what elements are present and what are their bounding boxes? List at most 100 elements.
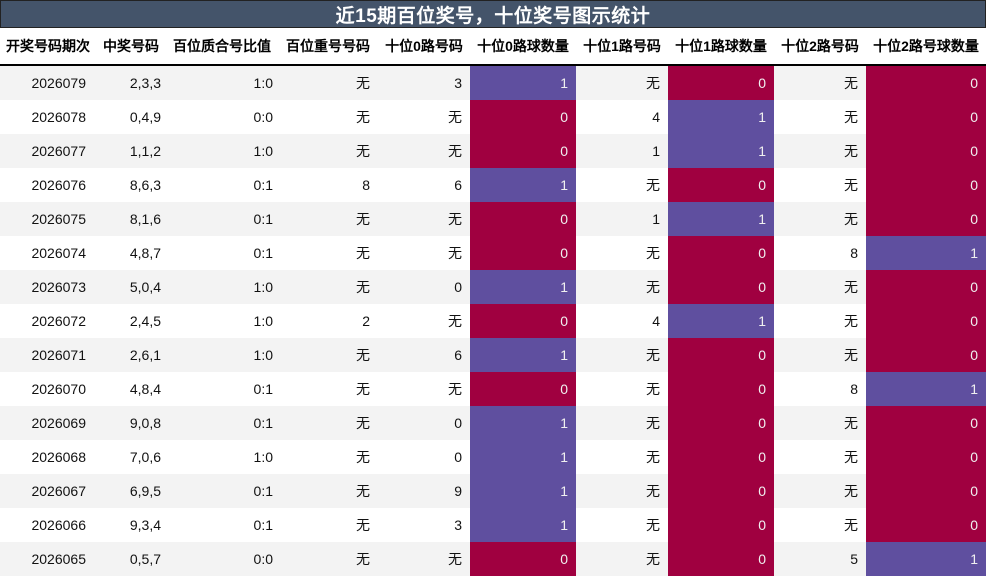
table-cell: 2026067 [0,474,96,508]
table-cell: 5 [774,542,866,576]
column-header: 十位0路球数量 [470,28,576,66]
table-cell: 8 [774,372,866,406]
table-cell: 2026072 [0,304,96,338]
table-cell: 2026070 [0,372,96,406]
count-cell: 0 [668,236,774,270]
table-cell: 无 [278,474,378,508]
count-cell: 0 [470,202,576,236]
count-cell: 0 [668,168,774,202]
column-header: 开奖号码期次 [0,28,96,66]
header-row: 开奖号码期次 中奖号码 百位质合号比值 百位重号号码 十位0路号码 十位0路球数量 十位1路… [0,28,986,66]
count-cell: 0 [866,508,986,542]
table-cell: 无 [774,338,866,372]
column-header: 十位1路球数量 [668,28,774,66]
table-cell: 无 [774,134,866,168]
count-cell: 0 [866,474,986,508]
table-cell: 无 [378,134,470,168]
table-cell: 2 [278,304,378,338]
table-cell: 0:1 [166,168,278,202]
count-cell: 0 [668,65,774,100]
table-cell: 无 [278,508,378,542]
table-cell: 无 [576,542,668,576]
table-cell: 无 [774,168,866,202]
column-header: 中奖号码 [96,28,166,66]
table-cell: 4,8,7 [96,236,166,270]
table-cell: 5,0,4 [96,270,166,304]
table-row: 2026070 4,8,4 0:1 无无 0 无 0 8 1 [0,372,986,406]
count-cell: 1 [470,474,576,508]
table-row: 2026068 7,0,6 1:0 无 0 1 无 0 无 0 [0,440,986,474]
table-cell: 6 [378,338,470,372]
count-cell: 1 [470,270,576,304]
table-cell: 无 [774,202,866,236]
table-row: 2026074 4,8,7 0:1 无无 0 无 0 8 1 [0,236,986,270]
table-cell: 无 [278,100,378,134]
column-header: 百位质合号比值 [166,28,278,66]
count-cell: 1 [470,338,576,372]
column-header: 百位重号号码 [278,28,378,66]
table-cell: 8 [278,168,378,202]
table-cell: 2,4,5 [96,304,166,338]
table-cell: 0:1 [166,202,278,236]
count-cell: 0 [866,100,986,134]
table-cell: 1,1,2 [96,134,166,168]
table-cell: 无 [278,236,378,270]
table-cell: 8,1,6 [96,202,166,236]
table-cell: 无 [278,542,378,576]
table-row: 2026066 9,3,4 0:1 无 3 1 无 0 无 0 [0,508,986,542]
table-cell: 8,6,3 [96,168,166,202]
table-cell: 2026079 [0,65,96,100]
table-cell: 2026068 [0,440,96,474]
table-cell: 无 [774,304,866,338]
table-cell: 9,3,4 [96,508,166,542]
count-cell: 1 [470,508,576,542]
table-cell: 无 [278,202,378,236]
table-cell: 0:1 [166,406,278,440]
table-cell: 2026075 [0,202,96,236]
table-cell: 无 [278,134,378,168]
table-row: 2026078 0,4,9 0:0 无无 0 4 1 无 0 [0,100,986,134]
table-cell: 2,6,1 [96,338,166,372]
table-cell: 2026074 [0,236,96,270]
table-cell: 无 [774,65,866,100]
table-cell: 无 [378,100,470,134]
table-cell: 无 [576,65,668,100]
table-cell: 0:1 [166,236,278,270]
column-header: 十位0路号码 [378,28,470,66]
count-cell: 1 [668,202,774,236]
table-cell: 1:0 [166,65,278,100]
table-row: 2026077 1,1,2 1:0 无无 0 1 1 无 0 [0,134,986,168]
count-cell: 0 [866,168,986,202]
count-cell: 0 [470,542,576,576]
stats-table: 开奖号码期次 中奖号码 百位质合号比值 百位重号号码 十位0路号码 十位0路球数量 十位1路… [0,28,986,576]
table-cell: 2026073 [0,270,96,304]
table-cell: 2026076 [0,168,96,202]
count-cell: 0 [668,508,774,542]
table-cell: 9 [378,474,470,508]
table-cell: 2026065 [0,542,96,576]
column-header: 十位2路号球数量 [866,28,986,66]
table-cell: 无 [576,338,668,372]
table-cell: 1 [576,134,668,168]
count-cell: 0 [866,65,986,100]
table-row: 2026079 2,3,3 1:0 无 3 1 无 0 无 0 [0,65,986,100]
count-cell: 0 [866,406,986,440]
table-cell: 无 [576,270,668,304]
table-cell: 无 [378,304,470,338]
count-cell: 1 [866,542,986,576]
table-cell: 无 [576,508,668,542]
count-cell: 0 [668,270,774,304]
table-cell: 1:0 [166,270,278,304]
table-cell: 4 [576,304,668,338]
count-cell: 1 [470,65,576,100]
table-cell: 3 [378,65,470,100]
table-cell: 0 [378,440,470,474]
count-cell: 0 [866,338,986,372]
count-cell: 0 [866,270,986,304]
table-row: 2026073 5,0,4 1:0 无 0 1 无 0 无 0 [0,270,986,304]
count-cell: 1 [668,134,774,168]
table-cell: 0,5,7 [96,542,166,576]
table-cell: 7,0,6 [96,440,166,474]
table-cell: 4 [576,100,668,134]
table-cell: 无 [774,270,866,304]
